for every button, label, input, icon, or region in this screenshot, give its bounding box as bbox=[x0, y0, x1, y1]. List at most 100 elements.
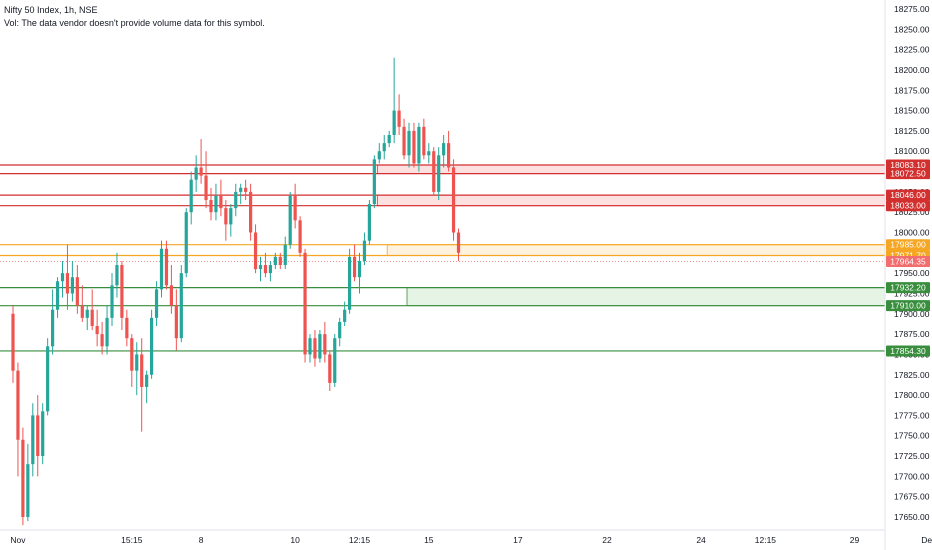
level-price-label-bg bbox=[886, 239, 930, 251]
level-price-label-text: 18046.00 bbox=[890, 190, 926, 200]
candle-body bbox=[451, 167, 456, 233]
candle-body bbox=[135, 354, 139, 371]
candle-body bbox=[150, 317, 154, 375]
candle-body bbox=[372, 159, 376, 205]
levels-layer bbox=[0, 164, 885, 352]
candle bbox=[174, 289, 178, 351]
candle-body bbox=[184, 212, 188, 274]
candle-body bbox=[249, 191, 253, 233]
candle bbox=[288, 191, 292, 249]
candle bbox=[447, 130, 451, 172]
candle-body bbox=[145, 374, 149, 387]
candle-body bbox=[120, 265, 124, 318]
candle bbox=[432, 147, 436, 196]
level-price-label: 17932.20 bbox=[886, 282, 930, 294]
candle-body bbox=[367, 204, 371, 241]
candle-body bbox=[263, 265, 268, 274]
candle bbox=[422, 118, 426, 160]
zone-support bbox=[406, 287, 886, 307]
candle bbox=[253, 224, 258, 274]
chart-title: Nifty 50 Index, 1h, NSE bbox=[4, 5, 98, 15]
candle bbox=[219, 179, 223, 217]
candle bbox=[80, 285, 84, 322]
candle-body bbox=[224, 208, 228, 225]
candle-body bbox=[283, 244, 287, 266]
level-price-label: 18033.00 bbox=[886, 200, 930, 212]
candle bbox=[145, 370, 149, 404]
candle bbox=[16, 362, 20, 477]
candle bbox=[70, 260, 74, 302]
candle bbox=[95, 309, 99, 347]
candle bbox=[348, 248, 352, 314]
candle-body bbox=[456, 232, 461, 253]
candle bbox=[11, 305, 15, 383]
candle bbox=[367, 200, 371, 245]
candle-body bbox=[60, 273, 65, 282]
y-tick-label: 17950.00 bbox=[894, 268, 930, 278]
candle bbox=[51, 289, 55, 355]
x-tick-label: Dec bbox=[921, 535, 932, 545]
candle-body bbox=[303, 252, 307, 355]
level-price-label-text: 17854.30 bbox=[890, 346, 926, 356]
candle-body bbox=[323, 334, 327, 355]
candle bbox=[100, 321, 104, 355]
candle bbox=[308, 334, 312, 363]
candle-body bbox=[253, 232, 258, 270]
candle bbox=[417, 122, 421, 172]
y-tick-label: 18175.00 bbox=[894, 85, 930, 95]
candle-body bbox=[169, 285, 173, 306]
candle bbox=[362, 232, 367, 266]
y-tick-label: 17925.00 bbox=[894, 288, 930, 298]
candle-body bbox=[387, 134, 391, 144]
candle bbox=[169, 265, 173, 314]
candle-body bbox=[11, 313, 15, 371]
x-tick-label: 15:15 bbox=[121, 535, 143, 545]
candle bbox=[234, 183, 238, 217]
candle bbox=[313, 330, 317, 367]
candle bbox=[442, 134, 446, 168]
candle-body bbox=[328, 354, 332, 383]
x-tick-label: 29 bbox=[850, 535, 860, 545]
y-tick-label: 18150.00 bbox=[894, 106, 930, 116]
candle-body bbox=[219, 195, 223, 209]
current-price-label-bg bbox=[886, 255, 930, 267]
candle-body bbox=[100, 334, 104, 347]
candle bbox=[41, 403, 45, 465]
candle-body bbox=[154, 289, 159, 318]
candle-body bbox=[70, 277, 74, 294]
candle-body bbox=[412, 130, 416, 164]
candle-body bbox=[273, 256, 277, 266]
candle bbox=[150, 309, 154, 379]
candle-body bbox=[204, 175, 208, 201]
candle-body bbox=[55, 281, 60, 310]
candle-body bbox=[318, 334, 322, 359]
candle-body bbox=[51, 309, 55, 347]
candle-body bbox=[392, 110, 396, 135]
y-tick-label: 17750.00 bbox=[894, 431, 930, 441]
candle bbox=[204, 151, 208, 209]
x-tick-label: 15 bbox=[424, 535, 434, 545]
candle bbox=[402, 118, 406, 160]
level-price-label-bg bbox=[886, 168, 930, 180]
candle-body bbox=[174, 305, 178, 339]
y-tick-label: 17775.00 bbox=[894, 410, 930, 420]
candle bbox=[110, 273, 114, 326]
y-tick-label: 18200.00 bbox=[894, 65, 930, 75]
x-tick-label: 12:15 bbox=[755, 535, 777, 545]
candle bbox=[90, 289, 94, 331]
candle-body bbox=[130, 338, 134, 371]
x-tick-label: 12:15 bbox=[349, 535, 371, 545]
y-tick-label: 18225.00 bbox=[894, 45, 930, 55]
candle bbox=[130, 334, 134, 387]
y-tick-label: 17700.00 bbox=[894, 471, 930, 481]
candle-body bbox=[278, 256, 282, 266]
candle-body bbox=[36, 415, 40, 457]
x-tick-label: 24 bbox=[696, 535, 706, 545]
x-tick-label: 17 bbox=[513, 535, 523, 545]
candle bbox=[352, 244, 357, 282]
candle bbox=[164, 240, 169, 290]
candle-body bbox=[21, 439, 25, 517]
y-tick-label: 17875.00 bbox=[894, 329, 930, 339]
